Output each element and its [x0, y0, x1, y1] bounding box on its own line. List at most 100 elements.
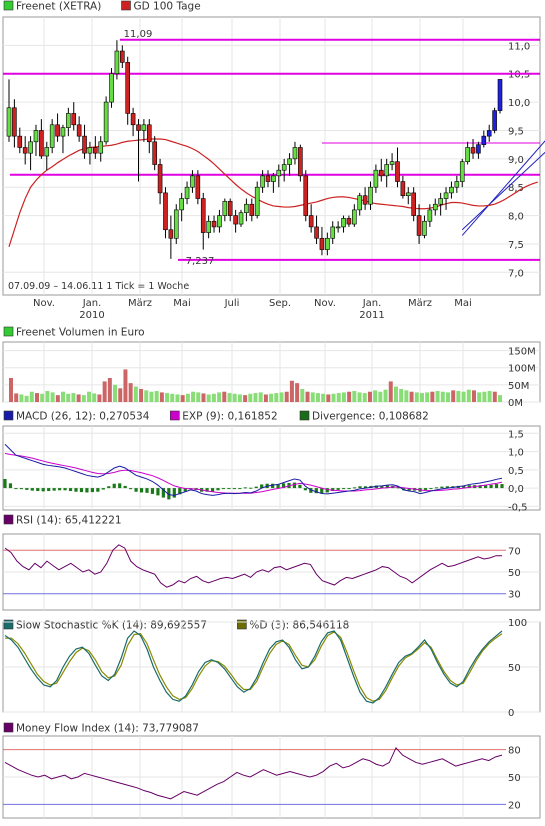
candle-body: [486, 130, 492, 137]
volume-bar: [352, 391, 357, 402]
candle-body: [82, 135, 87, 154]
y-tick-label: 11,0: [508, 41, 530, 52]
candle-body: [260, 175, 265, 188]
candle-body: [303, 175, 309, 216]
legend-label: Freenet (XETRA): [16, 1, 101, 13]
candle-body: [44, 147, 50, 157]
divergence-bar: [429, 488, 433, 490]
stoch-k-line: [4, 630, 503, 704]
volume-bar: [315, 393, 320, 402]
candle-body: [168, 229, 174, 239]
candle-body: [17, 135, 23, 148]
volume-bar: [466, 389, 471, 402]
legend-swatch: [3, 410, 14, 421]
x-tick-label: März: [128, 298, 152, 309]
candle-body: [449, 186, 454, 194]
y-tick-label: 0,0: [508, 484, 524, 495]
divergence-bar: [52, 488, 56, 491]
candle-body: [481, 135, 487, 145]
volume-bar: [180, 395, 185, 402]
candle-body: [141, 124, 147, 131]
divergence-bar: [85, 488, 89, 493]
volume-bar: [128, 383, 133, 402]
y-tick-label: -0,5: [508, 502, 528, 513]
candle-body: [6, 107, 12, 137]
divergence-bar: [407, 488, 411, 491]
candle-body: [281, 164, 287, 171]
volume-bar: [300, 388, 305, 402]
volume-bar: [284, 391, 289, 402]
x-tick-label: Juli: [224, 298, 240, 309]
candle-body: [22, 147, 28, 154]
candle-body: [454, 181, 460, 188]
divergence-bar: [271, 483, 275, 489]
legend-swatch: [121, 0, 131, 11]
volume-bar: [29, 391, 34, 402]
volume-bar: [165, 393, 170, 402]
volume-bar: [206, 394, 211, 402]
divergence-bar: [489, 484, 493, 489]
volume-bar: [305, 391, 310, 402]
divergence-bar: [402, 488, 406, 491]
candle-body: [249, 203, 255, 216]
divergence-bar: [58, 488, 62, 491]
candle-body: [227, 201, 233, 216]
candle-body: [459, 161, 465, 182]
candle-body: [265, 175, 271, 182]
candle-body: [254, 186, 260, 216]
x-tick-label: Mai: [454, 298, 472, 309]
divergence-bar: [260, 484, 264, 489]
volume-bar: [471, 390, 476, 402]
candle-body: [93, 147, 98, 154]
volume-bar: [362, 393, 367, 402]
divergence-bar: [484, 484, 488, 489]
volume-bar: [430, 391, 435, 402]
divergence-bar: [336, 488, 340, 490]
legend-label: Divergence: 0,108682: [312, 411, 429, 423]
y-tick-label: 80: [508, 746, 521, 757]
candle-body: [405, 192, 411, 197]
volume-bar: [414, 392, 419, 402]
divergence-bar: [342, 488, 346, 490]
volume-bar: [451, 390, 456, 402]
candle-body: [314, 226, 319, 239]
divergence-bar: [172, 488, 176, 498]
volume-bar: [321, 393, 326, 402]
candle-body: [335, 226, 341, 229]
divergence-bar: [363, 486, 368, 489]
volume-bar: [232, 393, 237, 402]
y-tick-label: 50: [508, 568, 521, 579]
volume-bar: [367, 391, 372, 402]
candle-body: [470, 147, 476, 154]
volume-bar: [461, 391, 466, 402]
y-tick-label: 70: [508, 546, 521, 557]
divergence-bar: [227, 488, 231, 490]
divergence-bar: [36, 488, 40, 492]
volume-bar: [440, 391, 445, 402]
range-annotation: 07.09.09 – 14.06.11 1 Tick = 1 Woche: [8, 281, 189, 292]
divergence-bar: [68, 488, 73, 492]
candle-body: [308, 215, 314, 228]
candle-body: [200, 198, 206, 233]
divergence-bar: [8, 483, 13, 489]
candle-body: [292, 147, 298, 160]
volume-bar: [35, 393, 40, 402]
divergence-bar: [107, 486, 111, 489]
volume-bar: [482, 391, 487, 402]
candle-body: [66, 113, 71, 128]
low-annotation: 7,237: [186, 256, 215, 267]
divergence-bar: [47, 488, 51, 492]
high-annotation: 11,09: [124, 29, 153, 40]
candle-body: [76, 124, 82, 137]
candle-body: [222, 201, 228, 216]
divergence-bar: [123, 485, 127, 489]
volume-bar: [404, 390, 409, 402]
divergence-bar: [249, 487, 253, 489]
divergence-bar: [347, 488, 351, 490]
candle-body: [492, 110, 497, 131]
candle-body: [476, 144, 481, 154]
candle-body: [55, 124, 60, 137]
volume-bar: [222, 391, 227, 402]
candle-body: [346, 218, 352, 225]
divergence-bar: [96, 488, 100, 492]
